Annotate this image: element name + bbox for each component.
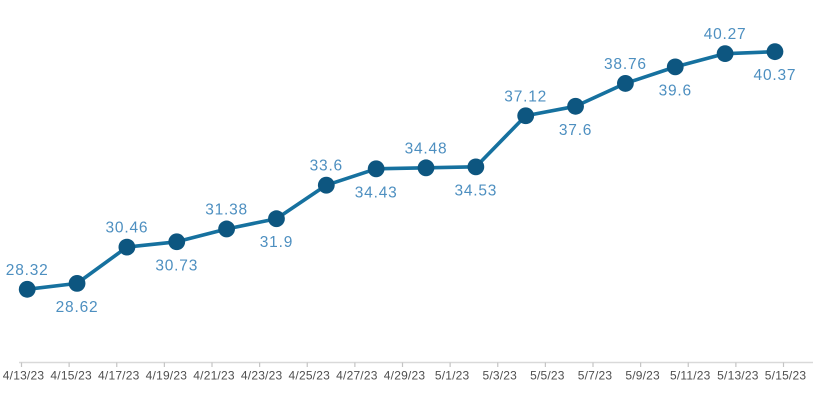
x-axis-label: 4/15/23 [50,369,92,383]
x-axis-label: 4/13/23 [3,369,45,383]
x-axis-label: 4/23/23 [241,369,283,383]
point-value-label: 38.76 [604,56,647,73]
x-axis-label: 5/5/23 [530,369,565,383]
x-axis-label: 4/29/23 [384,369,426,383]
line-series [25,49,777,292]
x-axis-label: 5/3/23 [482,369,517,383]
point-value-label: 34.53 [454,182,497,199]
data-point[interactable] [417,159,435,177]
point-value-label: 31.9 [260,234,293,251]
x-axis-label: 4/25/23 [289,369,331,383]
point-value-label: 30.46 [106,220,149,237]
data-point[interactable] [716,45,734,63]
point-value-label: 34.43 [355,184,398,201]
point-value-label: 40.37 [754,67,797,84]
point-value-label: 40.27 [704,26,747,43]
x-axis-label: 4/21/23 [193,369,235,383]
point-value-label: 31.38 [205,201,248,218]
data-point[interactable] [268,210,285,228]
point-value-label: 37.6 [559,122,592,139]
x-axis-label: 4/17/23 [98,369,140,383]
data-point[interactable] [68,274,86,292]
point-value-label: 28.32 [6,262,49,279]
x-axis-label: 5/15/23 [765,369,807,383]
data-point[interactable] [666,58,684,76]
x-axis-label: 5/9/23 [625,369,660,383]
data-point[interactable] [567,97,584,115]
data-point[interactable] [18,280,36,298]
x-axis-label: 5/7/23 [578,369,613,383]
data-point[interactable] [617,75,634,92]
x-axis-label: 4/27/23 [336,369,378,383]
x-axis-label: 5/11/23 [670,369,711,383]
data-point[interactable] [367,160,385,178]
point-value-label: 39.6 [659,82,692,99]
data-point[interactable] [218,220,236,238]
point-value-label: 34.48 [405,140,448,157]
point-value-label: 28.62 [56,299,99,316]
x-axis-label: 5/1/23 [435,369,470,383]
data-point[interactable] [517,107,535,125]
x-axis-label: 5/13/23 [717,369,759,383]
point-value-label: 30.73 [155,257,198,274]
point-value-label: 37.12 [504,88,547,105]
data-point[interactable] [168,233,186,251]
data-point[interactable] [766,43,784,61]
data-point[interactable] [467,158,485,176]
data-point[interactable] [118,238,136,256]
x-axis-label: 4/19/23 [146,369,188,383]
point-value-label: 33.6 [310,158,343,175]
data-point[interactable] [317,176,335,194]
